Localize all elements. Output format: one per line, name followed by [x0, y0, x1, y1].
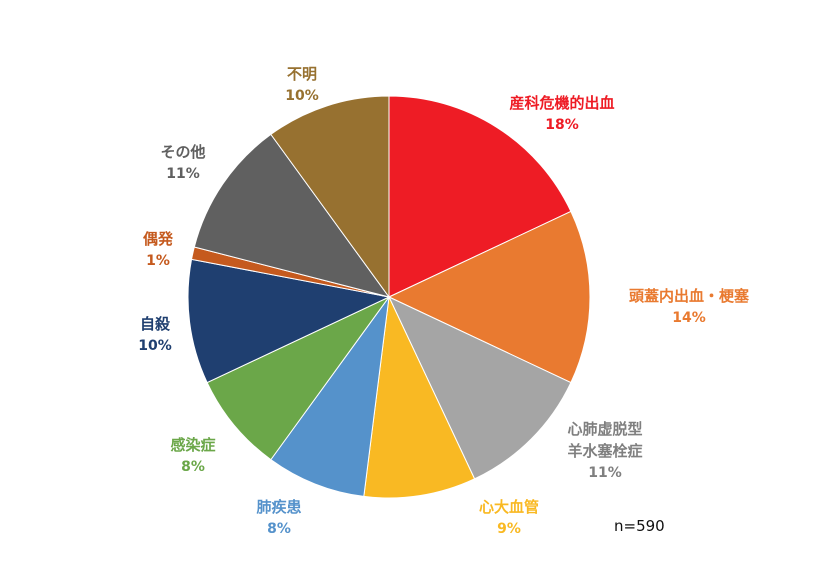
- slice-label-infection: 感染症 8%: [170, 434, 215, 478]
- pie-slice-3: [363, 295, 476, 499]
- pie-slice-8: [193, 133, 391, 298]
- slice-label-unknown: 不明 10%: [285, 63, 319, 107]
- label-text: 不明: [286, 65, 318, 83]
- slice-label-obstetric-hemorrhage: 産科危機的出血 18%: [509, 92, 614, 136]
- label-pct: 11%: [166, 166, 200, 182]
- label-pct: 9%: [497, 521, 521, 537]
- pie-slice-6: [187, 258, 391, 384]
- pie-slice-2: [387, 295, 572, 480]
- pie-slice-1: [387, 210, 591, 384]
- label-text: 心肺虚脱型: [567, 420, 643, 438]
- label-pct: 10%: [138, 338, 172, 354]
- label-pct: 11%: [588, 465, 622, 481]
- label-text: 自殺: [139, 315, 171, 333]
- sample-size-note: n=590: [614, 517, 665, 535]
- label-text: 感染症: [170, 436, 216, 454]
- label-pct: 1%: [146, 253, 170, 269]
- pie-slice-5: [206, 296, 390, 461]
- slice-label-accidental: 偶発 1%: [143, 228, 173, 272]
- label-text: 肺疾患: [256, 498, 302, 516]
- slice-label-pulmonary: 肺疾患 8%: [256, 496, 301, 540]
- slice-label-other: その他 11%: [160, 141, 205, 185]
- label-pct: 18%: [545, 117, 579, 133]
- label-pct: 8%: [181, 459, 205, 475]
- label-text: 心大血管: [478, 498, 540, 516]
- slice-label-suicide: 自殺 10%: [138, 313, 172, 357]
- slice-label-intracranial: 頭蓋内出血・梗塞 14%: [629, 285, 749, 329]
- pie-slice-4: [270, 296, 390, 497]
- label-pct: 14%: [672, 310, 706, 326]
- label-text-line2: 羊水塞栓症: [567, 442, 643, 460]
- pie-slice-9: [270, 95, 390, 299]
- pie-slice-0: [388, 95, 572, 298]
- label-text: 頭蓋内出血・梗塞: [628, 287, 750, 305]
- label-text: 偶発: [142, 230, 174, 248]
- label-pct: 10%: [285, 88, 319, 104]
- label-text: 産科危機的出血: [509, 94, 615, 112]
- slice-label-cardiovascular: 心大血管 9%: [479, 496, 539, 540]
- slice-label-amniotic-embolism: 心肺虚脱型 羊水塞栓症 11%: [567, 418, 642, 484]
- label-text: その他: [160, 143, 206, 161]
- label-pct: 8%: [267, 521, 291, 537]
